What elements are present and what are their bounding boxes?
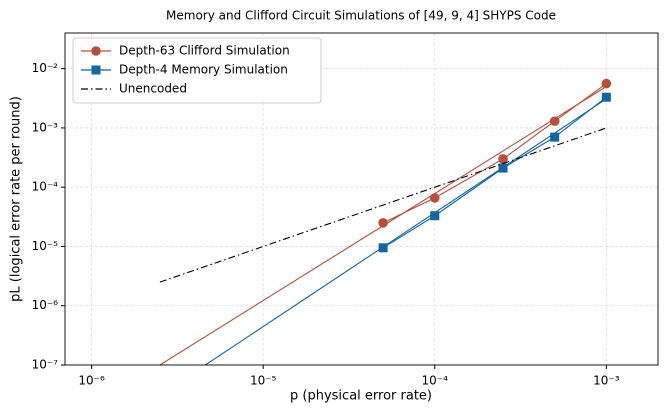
x-tick-label: 10⁻³ <box>593 374 620 388</box>
legend-marker <box>91 65 101 75</box>
legend-label: Depth-4 Memory Simulation <box>119 63 288 77</box>
legend-marker <box>91 46 101 56</box>
y-axis-label: pL (logical error rate per round) <box>9 96 24 302</box>
point <box>430 211 440 221</box>
legend-box <box>72 37 322 104</box>
plot-frame <box>64 32 659 366</box>
series-line <box>159 127 607 283</box>
legend-label: Unencoded <box>119 82 187 96</box>
x-tick-label: 10⁻⁴ <box>422 374 449 388</box>
point <box>601 92 611 102</box>
point <box>549 116 560 126</box>
y-tick-label: 10⁻² <box>32 61 59 75</box>
point <box>429 193 440 203</box>
point <box>378 243 388 253</box>
y-tick-label: 10⁻⁶ <box>32 298 59 312</box>
y-tick-label: 10⁻⁵ <box>32 239 59 253</box>
plot <box>159 78 612 365</box>
point <box>601 78 612 89</box>
point <box>498 163 508 173</box>
series-line <box>382 83 607 224</box>
point <box>550 132 560 142</box>
fit-line <box>204 98 607 365</box>
x-axis-label: p (physical error rate) <box>290 389 432 404</box>
legend-label: Depth-63 Clifford Simulation <box>119 44 290 58</box>
y-tick-label: 10⁻³ <box>32 120 59 134</box>
chart-title: Memory and Clifford Circuit Simulations … <box>166 9 556 23</box>
x-tick-label: 10⁻⁶ <box>78 374 105 388</box>
point <box>498 154 508 164</box>
point <box>378 218 388 228</box>
y-tick-label: 10⁻⁷ <box>32 358 59 372</box>
x-tick-label: 10⁻⁵ <box>250 374 277 388</box>
y-tick-label: 10⁻⁴ <box>32 180 59 194</box>
